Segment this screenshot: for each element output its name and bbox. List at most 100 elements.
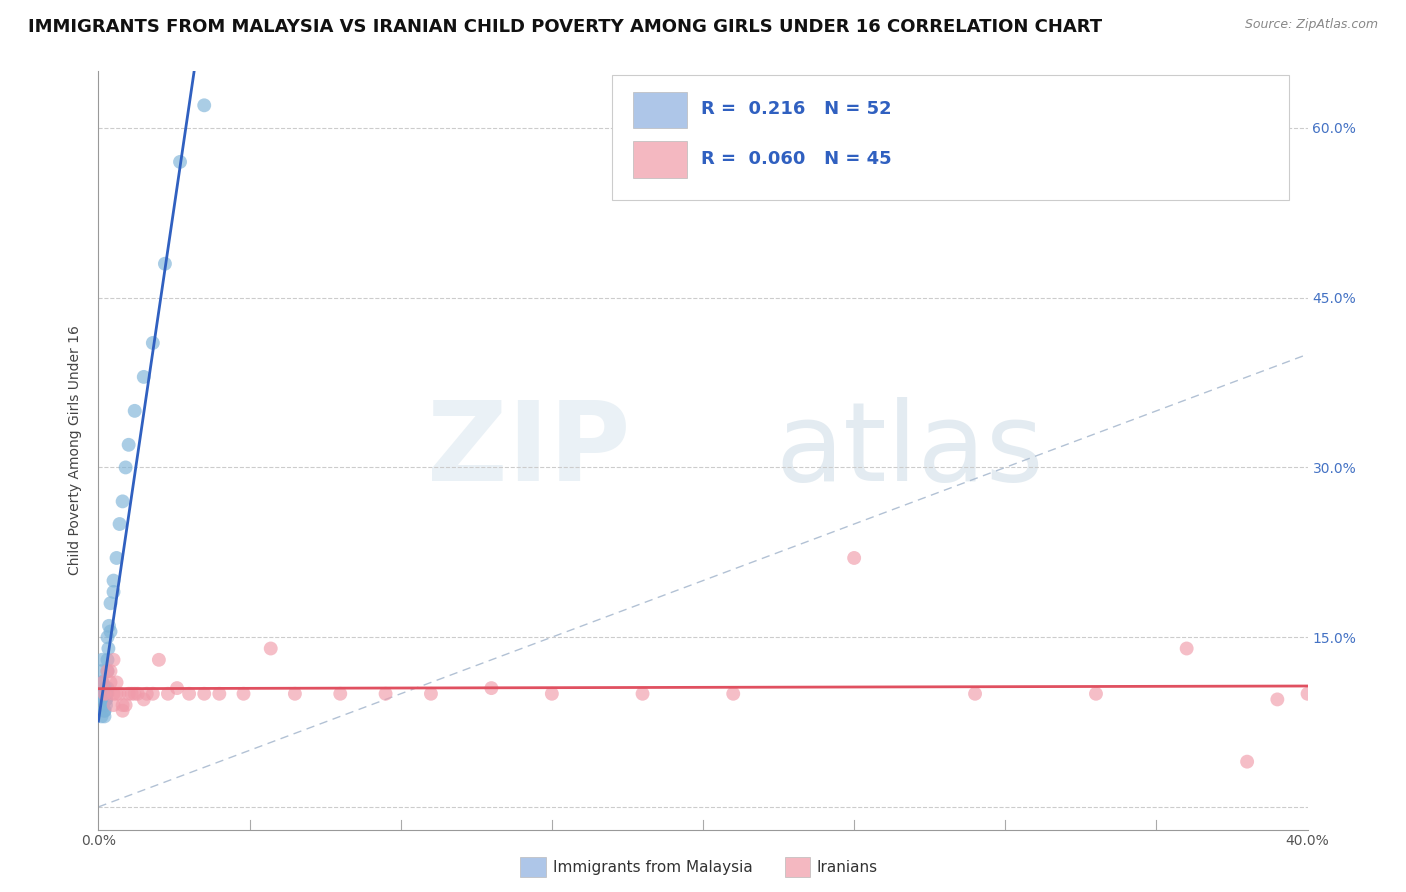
Point xyxy=(91,675,114,690)
Text: Immigrants from Malaysia: Immigrants from Malaysia xyxy=(553,860,752,874)
Point xyxy=(1236,755,1258,769)
Text: Iranians: Iranians xyxy=(817,860,877,874)
Point xyxy=(965,687,987,701)
Point xyxy=(93,687,115,701)
Point xyxy=(103,585,125,599)
Point xyxy=(98,619,121,633)
Point xyxy=(103,574,125,588)
Point xyxy=(100,664,122,678)
Point xyxy=(93,692,115,706)
Point xyxy=(93,687,115,701)
Point xyxy=(111,494,134,508)
Point xyxy=(96,664,118,678)
Point xyxy=(91,653,114,667)
Point xyxy=(114,698,136,712)
Point xyxy=(481,681,503,695)
Point xyxy=(374,687,396,701)
Point xyxy=(96,687,118,701)
Point xyxy=(100,596,122,610)
Point xyxy=(103,687,125,701)
Point xyxy=(96,687,118,701)
Point xyxy=(94,698,117,712)
Point xyxy=(100,675,122,690)
Text: R =  0.216   N = 52: R = 0.216 N = 52 xyxy=(700,100,891,119)
Point xyxy=(94,681,117,695)
Point xyxy=(105,687,128,701)
Point xyxy=(132,692,155,706)
Point xyxy=(1296,687,1319,701)
Point xyxy=(94,687,117,701)
Point xyxy=(96,664,118,678)
Point xyxy=(96,687,118,701)
Point xyxy=(260,641,283,656)
Point xyxy=(93,687,115,701)
Point xyxy=(93,709,115,723)
Point xyxy=(93,692,115,706)
Point xyxy=(121,687,143,701)
Point xyxy=(540,687,562,701)
Point xyxy=(90,664,112,678)
Point xyxy=(135,687,157,701)
Point xyxy=(142,335,165,350)
Point xyxy=(1085,687,1108,701)
Point xyxy=(179,687,201,701)
Point xyxy=(329,687,352,701)
Point xyxy=(90,709,112,723)
Point xyxy=(91,675,114,690)
Point xyxy=(631,687,654,701)
Point xyxy=(166,681,188,695)
Point xyxy=(118,438,141,452)
Text: IMMIGRANTS FROM MALAYSIA VS IRANIAN CHILD POVERTY AMONG GIRLS UNDER 16 CORRELATI: IMMIGRANTS FROM MALAYSIA VS IRANIAN CHIL… xyxy=(28,18,1102,36)
Point xyxy=(142,687,165,701)
Point xyxy=(94,692,117,706)
Point xyxy=(93,687,115,701)
Point xyxy=(132,370,155,384)
Point xyxy=(93,704,115,718)
Point xyxy=(103,698,125,712)
Point xyxy=(114,460,136,475)
Point xyxy=(844,551,866,566)
Point xyxy=(108,687,131,701)
Point xyxy=(208,687,231,701)
Point xyxy=(97,641,120,656)
Point xyxy=(232,687,254,701)
Point xyxy=(124,687,146,701)
Point xyxy=(124,404,146,418)
Point xyxy=(94,687,117,701)
Y-axis label: Child Poverty Among Girls Under 16: Child Poverty Among Girls Under 16 xyxy=(69,326,83,575)
Point xyxy=(90,675,112,690)
Point xyxy=(193,687,215,701)
Point xyxy=(108,516,131,531)
Text: ZIP: ZIP xyxy=(427,397,630,504)
Point xyxy=(723,687,745,701)
Point xyxy=(127,687,149,701)
Point xyxy=(96,692,118,706)
Point xyxy=(94,687,117,701)
Point xyxy=(1267,692,1289,706)
Point xyxy=(94,687,117,701)
Point xyxy=(91,698,114,712)
Point xyxy=(118,687,141,701)
Point xyxy=(91,687,114,701)
Point xyxy=(94,687,117,701)
Point xyxy=(105,675,128,690)
Point xyxy=(284,687,307,701)
Point xyxy=(153,257,176,271)
Point xyxy=(156,687,179,701)
Point xyxy=(94,692,117,706)
Text: R =  0.060   N = 45: R = 0.060 N = 45 xyxy=(700,150,891,168)
Point xyxy=(111,704,134,718)
Point xyxy=(96,681,118,695)
FancyBboxPatch shape xyxy=(633,92,688,128)
Point xyxy=(169,154,191,169)
Point xyxy=(90,687,112,701)
Point xyxy=(96,630,118,644)
Point xyxy=(91,687,114,701)
Point xyxy=(103,653,125,667)
Point xyxy=(420,687,443,701)
Point xyxy=(148,653,170,667)
Point xyxy=(91,687,114,701)
FancyBboxPatch shape xyxy=(613,75,1289,201)
Point xyxy=(94,692,117,706)
Point xyxy=(111,698,134,712)
